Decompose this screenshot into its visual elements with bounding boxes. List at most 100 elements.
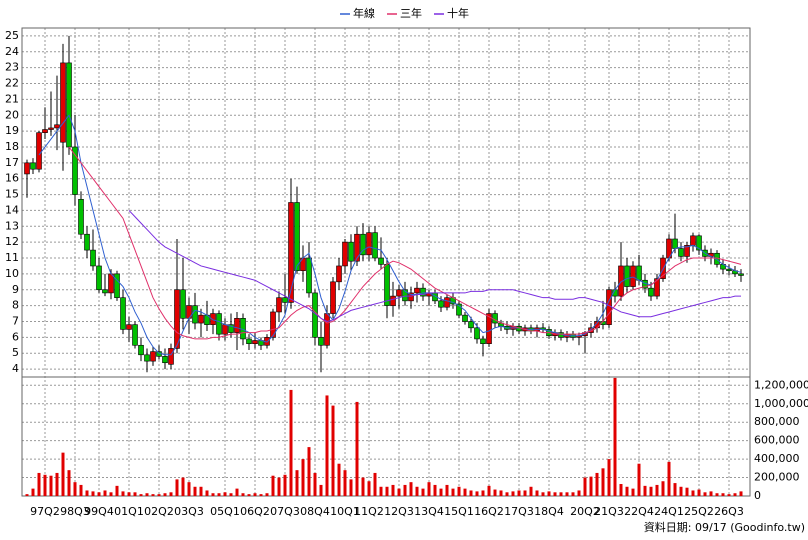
y-tick-label: 12 bbox=[5, 235, 19, 248]
candle-body bbox=[684, 245, 690, 257]
legend-label: 年線 bbox=[353, 6, 375, 20]
volume-bar bbox=[367, 481, 371, 496]
volume-bar bbox=[727, 494, 731, 496]
volume-bar bbox=[559, 492, 563, 496]
y-tick-label: 16 bbox=[5, 172, 19, 185]
x-tick-label: 16Q2 bbox=[474, 505, 504, 518]
volume-bar bbox=[379, 486, 383, 496]
x-tick-label: 26Q3 bbox=[714, 505, 744, 518]
y-tick-label: 17 bbox=[5, 156, 19, 169]
candle-body bbox=[246, 338, 252, 344]
volume-bar bbox=[499, 490, 503, 496]
x-tick-label: 18Q4 bbox=[534, 505, 564, 518]
volume-bar bbox=[205, 490, 209, 496]
candle-body bbox=[372, 232, 378, 259]
candle-body bbox=[306, 257, 312, 294]
x-tick-label: 10Q1 bbox=[330, 505, 360, 518]
volume-bar bbox=[487, 485, 491, 496]
volume-bar bbox=[463, 488, 467, 496]
volume-bar bbox=[517, 490, 521, 496]
candle-body bbox=[408, 292, 414, 302]
volume-bar bbox=[553, 492, 557, 496]
volume-bar bbox=[301, 459, 305, 496]
volume-bar bbox=[241, 493, 245, 496]
volume-bar bbox=[673, 483, 677, 496]
candle-body bbox=[606, 289, 612, 325]
y-tick-label: 11 bbox=[5, 251, 19, 264]
volume-bar bbox=[385, 486, 389, 496]
volume-bar bbox=[397, 488, 401, 496]
x-tick-label: 11Q2 bbox=[354, 505, 384, 518]
y-tick-label: 15 bbox=[5, 188, 19, 201]
volume-bar bbox=[637, 463, 641, 496]
volume-bar bbox=[403, 484, 407, 496]
y-tick-label: 10 bbox=[5, 267, 19, 280]
candle-body bbox=[150, 351, 156, 362]
volume-bar bbox=[433, 484, 437, 496]
volume-bar bbox=[613, 377, 617, 496]
candle-body bbox=[654, 278, 660, 297]
volume-bar bbox=[337, 463, 341, 496]
candle-body bbox=[354, 233, 360, 262]
volume-bar bbox=[139, 494, 143, 496]
candle-body bbox=[396, 289, 402, 297]
candle-body bbox=[288, 202, 294, 303]
candle-body bbox=[96, 265, 102, 291]
volume-bar bbox=[97, 492, 101, 496]
volume-bar bbox=[151, 494, 155, 496]
volume-bar bbox=[235, 488, 239, 496]
candle-body bbox=[216, 313, 222, 335]
candle-body bbox=[336, 265, 342, 283]
y-tick-label: 7 bbox=[12, 314, 19, 327]
volume-bar bbox=[55, 472, 59, 496]
volume-bar bbox=[223, 492, 227, 496]
candle-body bbox=[174, 289, 180, 349]
candle-body bbox=[126, 324, 132, 330]
x-tick-label: 13Q4 bbox=[414, 505, 444, 518]
volume-bar bbox=[601, 468, 605, 496]
candle-body bbox=[270, 311, 276, 338]
volume-bar bbox=[283, 474, 287, 496]
volume-bar bbox=[91, 491, 95, 496]
volume-bar bbox=[721, 493, 725, 496]
volume-bar bbox=[355, 401, 359, 496]
candle-body bbox=[210, 313, 216, 325]
candle-body bbox=[402, 289, 408, 302]
legend-label: 三年 bbox=[400, 6, 422, 20]
volume-bar bbox=[253, 493, 257, 496]
candle-body bbox=[90, 249, 96, 267]
volume-bar bbox=[25, 494, 29, 496]
volume-bar bbox=[481, 490, 485, 496]
volume-bar bbox=[607, 459, 611, 496]
candle-body bbox=[420, 287, 426, 297]
y-tick-label: 19 bbox=[5, 124, 19, 137]
volume-bar bbox=[331, 405, 335, 496]
candle-body bbox=[696, 235, 702, 251]
y-tick-label: 24 bbox=[5, 45, 19, 58]
volume-bar bbox=[655, 484, 659, 496]
x-tick-label: 07Q3 bbox=[270, 505, 300, 518]
volume-bar bbox=[571, 492, 575, 496]
volume-bar bbox=[415, 486, 419, 496]
candle-body bbox=[108, 273, 114, 294]
volume-bar bbox=[631, 488, 635, 496]
y-tick-label: 25 bbox=[5, 29, 19, 42]
candle-body bbox=[444, 297, 450, 308]
candle-body bbox=[48, 127, 54, 130]
candle-body bbox=[198, 314, 204, 324]
y-tick-label: 21 bbox=[5, 92, 19, 105]
volume-bar bbox=[685, 487, 689, 496]
candle-body bbox=[30, 162, 36, 170]
volume-bar bbox=[313, 472, 317, 496]
candle-body bbox=[648, 287, 654, 297]
candle-body bbox=[120, 297, 126, 330]
y2-tick-label: 1,000,000 bbox=[754, 397, 808, 410]
candle-body bbox=[132, 324, 138, 346]
candle-body bbox=[738, 273, 744, 276]
candle-body bbox=[324, 313, 330, 346]
y-tick-label: 9 bbox=[12, 283, 19, 296]
y-tick-label: 20 bbox=[5, 108, 19, 121]
legend-label: 十年 bbox=[447, 6, 469, 20]
candle-body bbox=[468, 321, 474, 329]
volume-bar bbox=[715, 493, 719, 496]
